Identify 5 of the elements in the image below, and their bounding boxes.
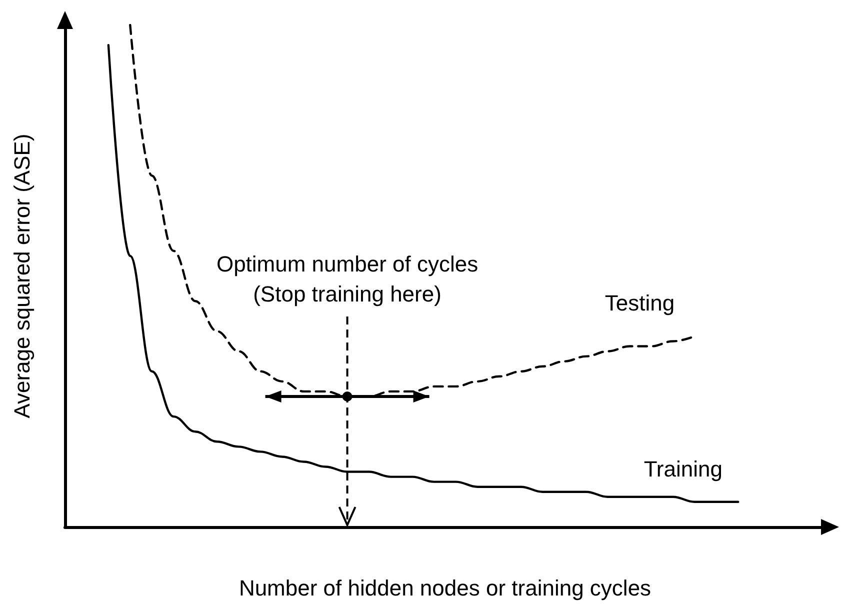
- series-label: Training: [644, 456, 722, 482]
- series-label: Testing: [604, 290, 675, 316]
- x-axis-title: Number of hidden nodes or training cycles: [238, 576, 652, 600]
- annotation: Optimum number of cycles (Stop training here): [216, 251, 478, 306]
- y-axis-title: Average squared error (ASE): [10, 134, 34, 418]
